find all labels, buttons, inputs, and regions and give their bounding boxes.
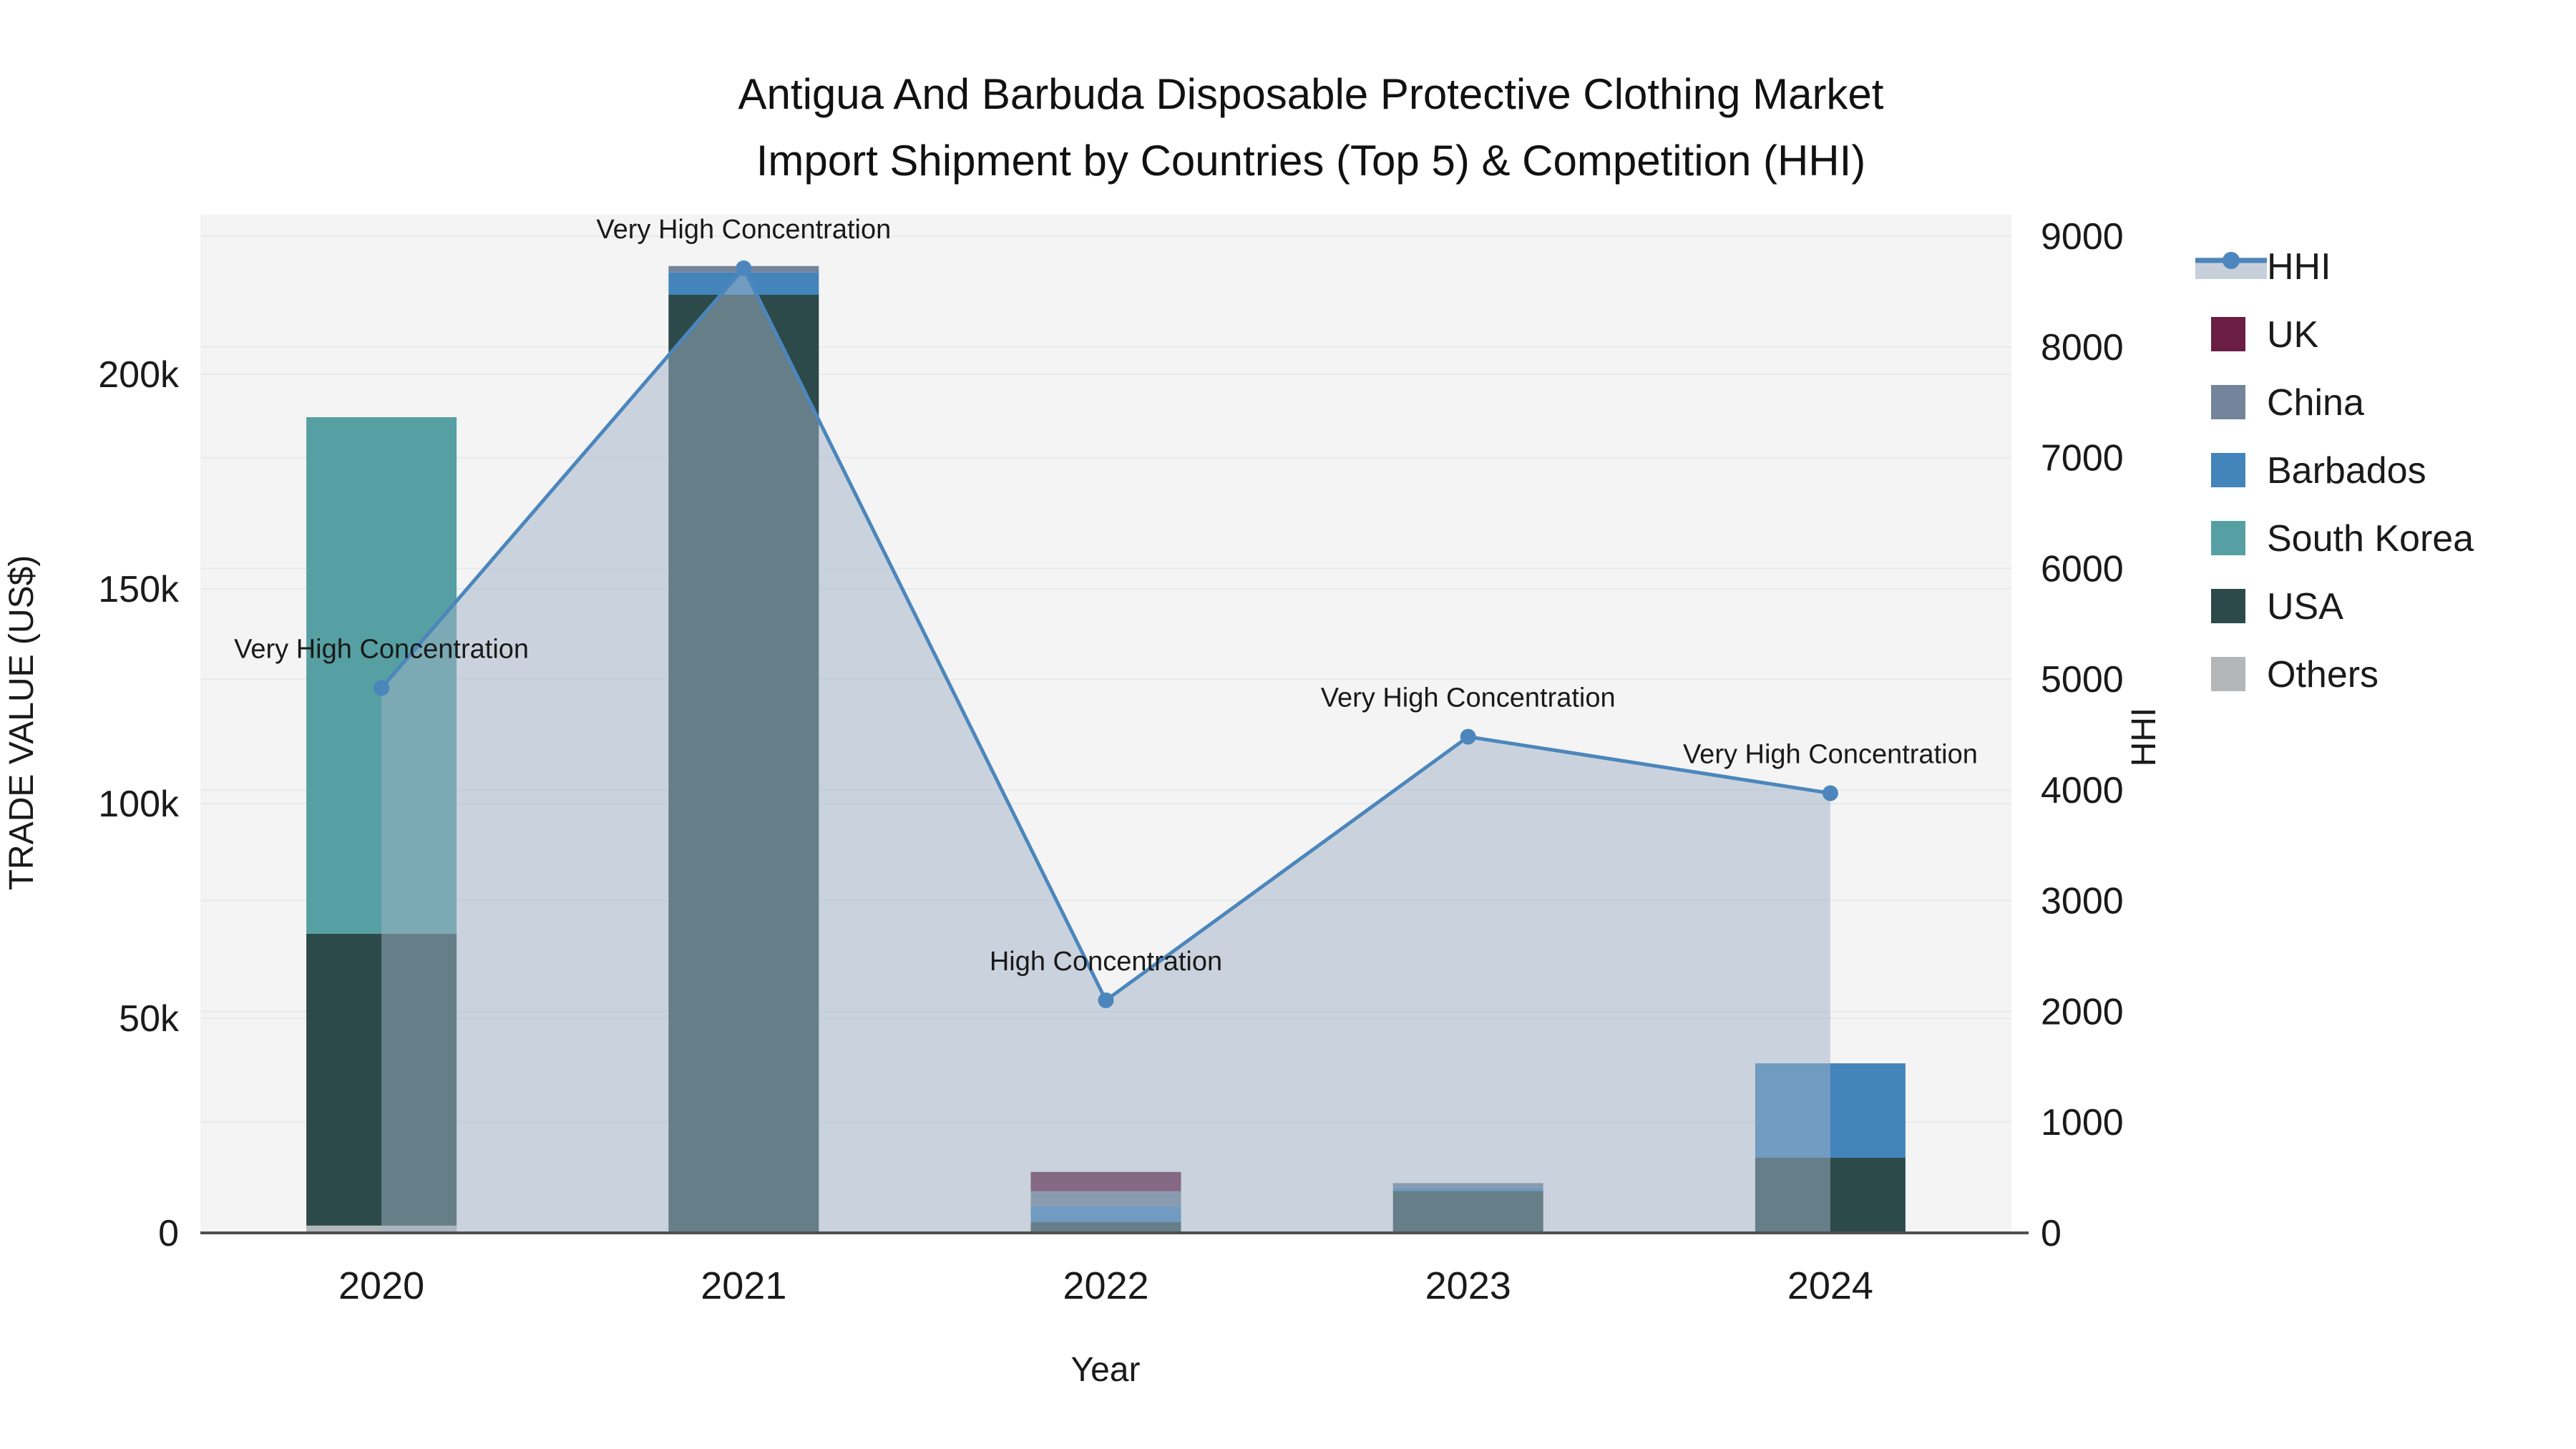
legend-label-uk: UK [2267,314,2319,356]
legend-swatch-south-korea [2211,521,2245,555]
annotation-2024: Very High Concentration [1683,740,1978,770]
hhi-marker-2020 [374,680,390,696]
legend-item-uk[interactable]: UK [2211,314,2319,356]
chart-title-line2: Import Shipment by Countries (Top 5) & C… [756,137,1866,185]
hhi-marker-2023 [1460,728,1476,745]
legend-label-china: China [2267,382,2364,424]
annotation-2023: Very High Concentration [1321,683,1616,713]
right-tick-6000: 6000 [2041,548,2124,590]
legend-item-china[interactable]: China [2211,382,2364,424]
legend-swatch-usa [2211,589,2245,623]
chart-title-line1: Antigua And Barbuda Disposable Protectiv… [738,70,1884,118]
right-tick-2000: 2000 [2041,991,2124,1033]
left-tick-200k: 200k [98,354,180,396]
legend-item-others[interactable]: Others [2211,654,2379,696]
legend: HHI UK China Barbados South Korea USA Others [2195,246,2474,696]
x-tick-2022: 2022 [1063,1264,1148,1307]
left-axis-title: TRADE VALUE (US$) [3,555,41,891]
left-tick-100k: 100k [98,784,180,825]
hhi-area [381,268,1830,1234]
right-tick-3000: 3000 [2041,881,2124,922]
x-axis-line [200,1231,2029,1234]
annotation-layer: Very High Concentration Very High Concent… [234,215,1978,977]
legend-swatch-china [2211,385,2245,419]
x-tick-2024: 2024 [1787,1264,1873,1307]
annotation-2020: Very High Concentration [234,634,529,664]
right-tick-5000: 5000 [2041,659,2124,701]
legend-label-hhi: HHI [2267,246,2331,288]
right-tick-8000: 8000 [2041,327,2124,369]
right-tick-1000: 1000 [2041,1102,2124,1143]
legend-label-barbados: Barbados [2267,450,2426,492]
legend-label-usa: USA [2267,586,2343,628]
x-axis-title: Year [1071,1351,1141,1389]
hhi-line-layer [374,260,1838,1008]
x-tick-2023: 2023 [1425,1264,1511,1307]
right-tick-7000: 7000 [2041,438,2124,479]
legend-item-hhi[interactable]: HHI [2195,246,2331,288]
x-tick-2021: 2021 [701,1264,786,1307]
legend-swatch-barbados [2211,453,2245,487]
hhi-marker-2022 [1098,992,1114,1008]
legend-hhi-marker-icon [2223,252,2240,269]
legend-item-south-korea[interactable]: South Korea [2211,518,2474,560]
axis-layer: 0 50k 100k 150k 200k 0 1000 2000 3000 4000 5000 600… [98,216,2123,1307]
legend-swatch-uk [2211,317,2245,351]
left-tick-0: 0 [158,1213,179,1254]
annotation-2021: Very High Concentration [596,215,891,245]
right-tick-9000: 9000 [2041,216,2124,258]
annotation-2022: High Concentration [990,947,1222,977]
left-tick-50k: 50k [119,998,180,1040]
right-tick-0: 0 [2041,1213,2062,1254]
x-tick-2020: 2020 [338,1264,424,1307]
legend-swatch-others [2211,657,2245,691]
hhi-marker-2024 [1822,785,1838,801]
legend-label-south-korea: South Korea [2267,518,2474,560]
legend-item-usa[interactable]: USA [2211,586,2343,628]
right-axis-title: HHI [2125,708,2163,767]
legend-item-barbados[interactable]: Barbados [2211,450,2426,492]
left-tick-150k: 150k [98,569,180,610]
hhi-area-layer [381,268,1830,1234]
legend-label-others: Others [2267,654,2379,696]
hhi-marker-2021 [736,260,752,276]
right-tick-4000: 4000 [2041,770,2124,811]
